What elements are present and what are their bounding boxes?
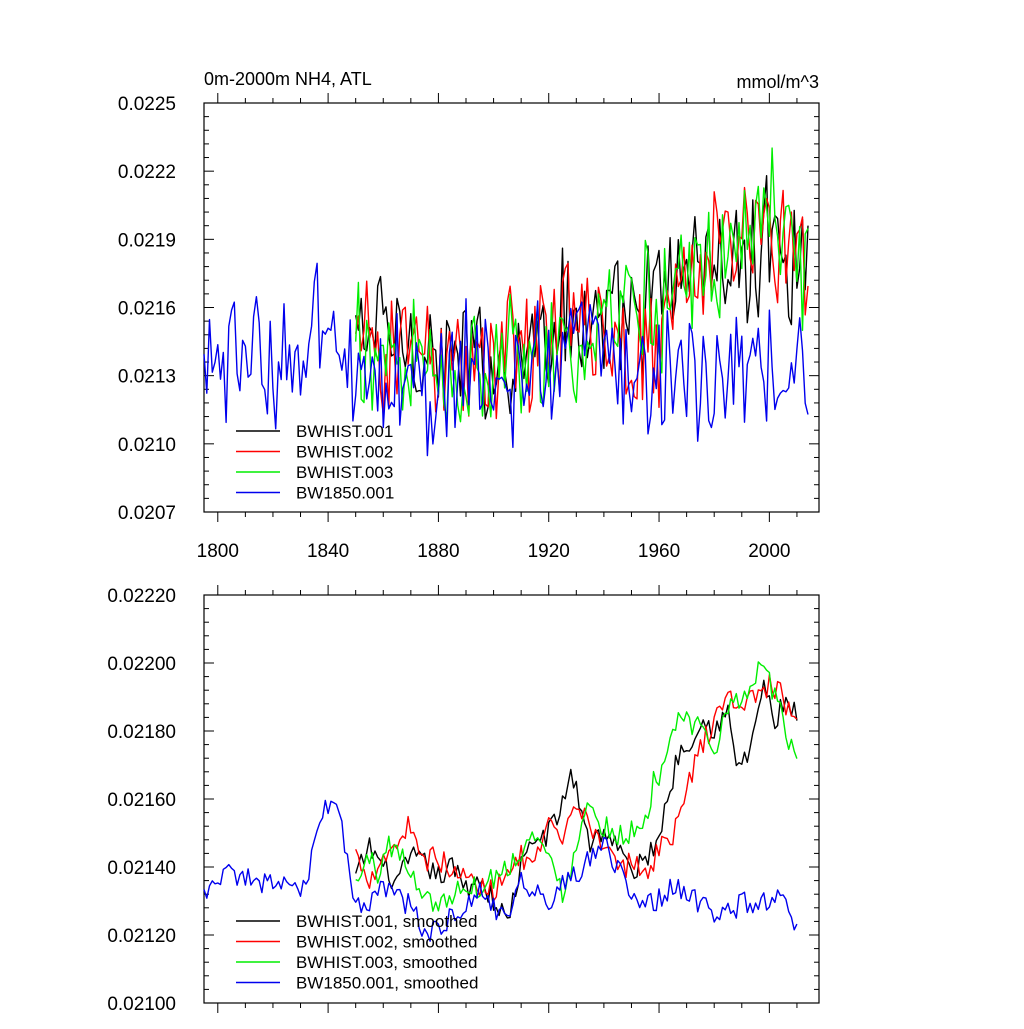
y-tick-label: 0.02200	[107, 654, 176, 675]
series-line-0	[355, 679, 798, 919]
y-tick-label: 0.0207	[118, 503, 176, 524]
y-tick-label: 0.02120	[107, 926, 176, 947]
y-tick-label: 0.02180	[107, 722, 176, 743]
y-tick-label: 0.02220	[107, 586, 176, 607]
y-tick-label: 0.0222	[118, 162, 176, 183]
legend-label-3: BW1850.001, smoothed	[296, 974, 478, 993]
x-tick-label: 1960	[638, 541, 680, 562]
y-tick-label: 0.0219	[118, 230, 176, 251]
units-label: mmol/m^3	[737, 72, 819, 92]
y-tick-label: 0.0225	[118, 94, 176, 115]
x-tick-label: 1840	[307, 541, 349, 562]
chart-title: 0m-2000m NH4, ATL	[204, 69, 372, 89]
top-panel: 1800 1840 1880 1920 1960 2000 0.0207 0.0210 0.02…	[118, 69, 820, 562]
series-line-3	[203, 262, 809, 457]
y-tick-label: 0.0213	[118, 367, 176, 388]
legend-label-2: BWHIST.003, smoothed	[296, 953, 477, 972]
bottom-panel: 0.02100 0.02120 0.02140 0.02160 0.02180 0.022…	[107, 585, 820, 1015]
legend-label-1: BWHIST.002, smoothed	[296, 933, 477, 952]
legend-label-3: BW1850.001	[296, 484, 394, 503]
series-line-3	[203, 799, 798, 942]
legend-label-0: BWHIST.001	[296, 422, 393, 441]
legend-label-1: BWHIST.002	[296, 443, 393, 462]
x-tick-label: 1880	[417, 541, 459, 562]
y-tick-label: 0.02100	[107, 994, 176, 1015]
x-tick-label: 2000	[748, 541, 790, 562]
x-tick-label: 1800	[197, 541, 239, 562]
y-tick-label: 0.02140	[107, 858, 176, 879]
series-line-1	[355, 674, 798, 902]
series-line-2	[355, 661, 798, 912]
legend-label-0: BWHIST.001, smoothed	[296, 912, 477, 931]
series-line-0	[355, 174, 809, 420]
y-tick-label: 0.0216	[118, 299, 176, 320]
legend-label-2: BWHIST.003	[296, 463, 393, 482]
series-line-2	[355, 147, 809, 423]
x-tick-label: 1920	[528, 541, 570, 562]
y-tick-label: 0.02160	[107, 790, 176, 811]
series-line-1	[355, 186, 809, 420]
y-tick-label: 0.0210	[118, 435, 176, 456]
